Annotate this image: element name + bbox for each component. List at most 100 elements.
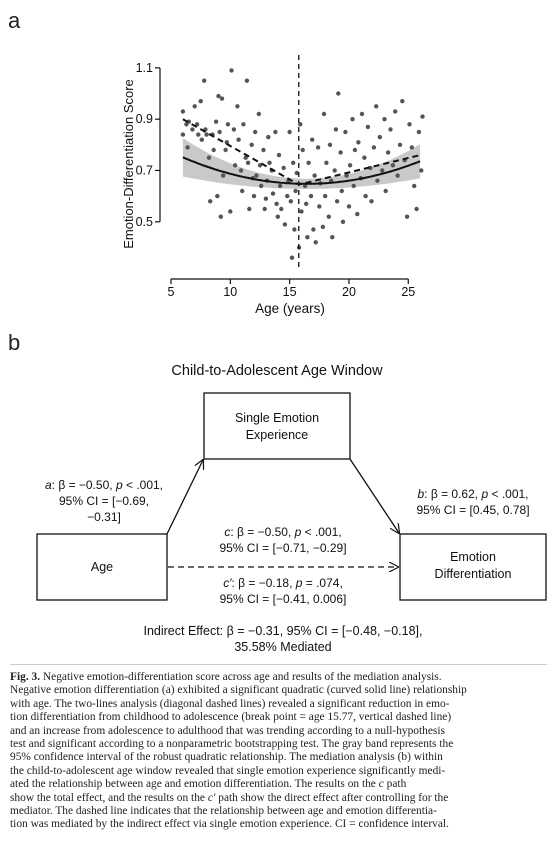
data-point bbox=[231, 127, 237, 132]
data-point bbox=[324, 160, 329, 165]
x-tick-label: 5 bbox=[168, 285, 175, 299]
data-point bbox=[420, 114, 425, 119]
y-axis-label: Emotion-Differentiation Score bbox=[121, 79, 136, 249]
data-point bbox=[298, 122, 303, 127]
path-b-label-line1: b: β = 0.62, p < .001, bbox=[417, 487, 528, 501]
data-point bbox=[388, 127, 393, 132]
data-point bbox=[344, 173, 349, 178]
data-point bbox=[332, 168, 337, 173]
data-point bbox=[273, 129, 278, 135]
data-point bbox=[281, 165, 286, 171]
path-a-label-line3: −0.31] bbox=[87, 510, 121, 524]
x-axis: 5 10 15 20 25 bbox=[168, 278, 415, 299]
path-c-prime-label-line1: c′: β = −0.18, p = .074, bbox=[223, 576, 343, 590]
data-point bbox=[416, 129, 422, 135]
indirect-effect-line2: 35.58% Mediated bbox=[234, 640, 331, 654]
data-point bbox=[192, 104, 197, 109]
caption-line: with age. The two-lines analysis (diagon… bbox=[10, 697, 450, 710]
data-point bbox=[347, 163, 353, 168]
data-point bbox=[310, 137, 315, 142]
data-point bbox=[253, 129, 258, 135]
data-point bbox=[291, 160, 296, 165]
data-point bbox=[365, 124, 371, 130]
data-point bbox=[320, 224, 326, 230]
data-point bbox=[350, 117, 355, 122]
data-point bbox=[185, 145, 190, 150]
data-point bbox=[355, 211, 360, 217]
data-point bbox=[374, 104, 379, 109]
data-point bbox=[299, 209, 304, 214]
data-point bbox=[216, 93, 221, 99]
caption-line: mediator. The dashed line indicates that… bbox=[10, 805, 437, 818]
x-tick-label: 25 bbox=[401, 285, 415, 299]
path-a-arrow bbox=[166, 460, 203, 535]
data-point bbox=[224, 140, 229, 145]
caption-line: ated the relationship between age and em… bbox=[10, 778, 407, 791]
data-point bbox=[377, 134, 382, 140]
data-point bbox=[338, 150, 343, 155]
data-point bbox=[304, 201, 309, 206]
data-point bbox=[312, 173, 317, 178]
figure-caption: Fig. 3. Negative emotion-differentiation… bbox=[10, 664, 547, 832]
data-point bbox=[397, 142, 403, 147]
data-point bbox=[300, 147, 305, 153]
caption-line: Fig. 3. Negative emotion-differentiation… bbox=[10, 671, 442, 683]
data-point bbox=[247, 206, 252, 212]
data-point bbox=[217, 129, 222, 135]
path-c-label-line1: c: β = −0.50, p < .001, bbox=[224, 525, 341, 539]
data-point bbox=[409, 145, 414, 150]
path-a-label-line2: 95% CI = [−0.69, bbox=[59, 494, 149, 508]
age-box bbox=[36, 533, 168, 601]
data-point bbox=[199, 137, 204, 142]
data-point bbox=[311, 227, 316, 232]
age-label: Age bbox=[91, 560, 113, 574]
data-point bbox=[285, 193, 290, 199]
caption-line: tion differentiation from childhood to a… bbox=[10, 711, 452, 724]
scatter-points bbox=[180, 68, 425, 260]
y-tick-label: 0.7 bbox=[136, 163, 153, 177]
data-point bbox=[221, 173, 226, 178]
data-point bbox=[292, 227, 297, 232]
data-point bbox=[382, 117, 387, 122]
data-point bbox=[202, 78, 207, 83]
data-point bbox=[340, 219, 346, 224]
data-point bbox=[235, 104, 240, 109]
caption-line: show the total effect, and the results o… bbox=[10, 791, 449, 804]
data-point bbox=[383, 188, 388, 194]
data-point bbox=[254, 173, 259, 178]
data-point bbox=[305, 235, 310, 240]
data-point bbox=[346, 204, 352, 209]
data-point bbox=[288, 199, 293, 204]
data-point bbox=[339, 188, 344, 194]
data-point bbox=[326, 214, 331, 219]
path-a-label-line1: a: β = −0.50, p < .001, bbox=[45, 478, 163, 492]
data-point bbox=[327, 142, 333, 147]
caption-line: Negative emotion differentiation (a) exh… bbox=[10, 684, 467, 697]
data-point bbox=[343, 129, 348, 135]
data-point bbox=[412, 183, 417, 189]
data-point bbox=[356, 140, 361, 145]
data-point bbox=[232, 163, 238, 168]
data-point bbox=[228, 209, 233, 214]
caption-line: 95% confidence interval of the robust qu… bbox=[10, 751, 443, 764]
panel-a-label: a bbox=[8, 8, 21, 33]
data-point bbox=[196, 132, 201, 137]
data-point bbox=[323, 193, 328, 199]
indirect-effect-line1: Indirect Effect: β = −0.31, 95% CI = [−0… bbox=[143, 624, 422, 638]
x-axis-label: Age (years) bbox=[255, 301, 325, 316]
data-point bbox=[369, 199, 374, 204]
outcome-label-line2: Differentiation bbox=[435, 567, 512, 581]
path-b-arrow bbox=[349, 458, 399, 533]
data-point bbox=[180, 132, 186, 137]
caption-line: and an increase from adolescence to adul… bbox=[10, 724, 445, 737]
x-tick-label: 15 bbox=[283, 285, 297, 299]
data-point bbox=[321, 111, 327, 117]
panel-b-label: b bbox=[8, 330, 21, 355]
data-point bbox=[289, 255, 295, 260]
data-point bbox=[308, 193, 314, 199]
data-point bbox=[352, 147, 358, 153]
y-tick-label: 1.1 bbox=[136, 61, 153, 75]
mediator-box bbox=[203, 392, 351, 460]
data-point bbox=[198, 99, 203, 104]
data-point bbox=[414, 206, 419, 212]
